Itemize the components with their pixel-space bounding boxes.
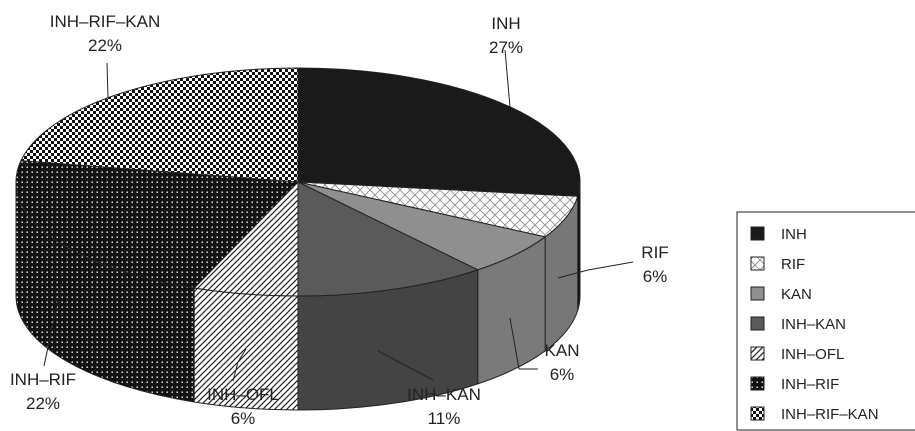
- legend-swatch-kan: [750, 286, 765, 301]
- slice-label-kan: KAN: [545, 341, 580, 360]
- pie-top: [15, 67, 581, 297]
- pie-sides: [15, 181, 581, 411]
- legend-label-inh-ofl: INH–OFL: [781, 346, 844, 363]
- slice-value-inh-ofl: 6%: [231, 409, 256, 428]
- legend-swatch-inh-rif-kan: [750, 406, 765, 421]
- leader-line-inh-ofl: [232, 348, 247, 382]
- slice-value-inh-rif-kan: 22%: [88, 36, 122, 55]
- legend-swatch-inh-kan: [750, 316, 765, 331]
- leader-line-rif: [557, 261, 634, 279]
- pie-slice-inh-rif-kan: [20, 67, 299, 183]
- leader-line-inh-rif: [43, 280, 63, 367]
- legend-label-inh-kan: INH–KAN: [781, 316, 846, 333]
- pie-slice-inh-kan: [297, 181, 480, 297]
- pie-labels: INH 27% RIF 6% KAN 6% INH–KAN 11% INH–OFL 6% INH–R…: [10, 12, 669, 428]
- slice-label-inh-rif-kan: INH–RIF–KAN: [50, 12, 161, 31]
- leader-line-inh-kan: [377, 350, 434, 381]
- leader-line-inh: [504, 49, 511, 108]
- legend-label-rif: RIF: [781, 256, 805, 273]
- slice-value-kan: 6%: [550, 365, 575, 384]
- legend-swatch-inh: [750, 226, 765, 241]
- slice-value-inh-kan: 11%: [428, 409, 461, 428]
- slice-label-inh-rif: INH–RIF: [10, 370, 76, 389]
- slice-value-inh-rif: 22%: [26, 394, 60, 413]
- legend-swatch-inh-rif: [750, 376, 765, 391]
- slice-label-inh: INH: [491, 14, 520, 33]
- legend-label-kan: KAN: [781, 286, 812, 303]
- slice-label-rif: RIF: [641, 243, 668, 262]
- leader-line-kan: [509, 317, 538, 370]
- legend-swatch-rif: [750, 256, 765, 271]
- slice-label-inh-kan: INH–KAN: [407, 385, 481, 404]
- pie-slice-inh-rif: [15, 160, 300, 289]
- legend-label-inh-rif-kan: INH–RIF–KAN: [781, 406, 879, 423]
- legend-label-inh-rif: INH–RIF: [781, 376, 839, 393]
- slice-value-rif: 6%: [643, 267, 668, 286]
- legend-box: [736, 211, 915, 431]
- leader-line-inh-rif-kan: [106, 62, 109, 99]
- slice-value-inh: 27%: [489, 38, 523, 57]
- pie-slice-inh: [297, 67, 581, 197]
- legend-swatch-inh-ofl: [750, 346, 765, 361]
- legend-label-inh: INH: [781, 226, 807, 243]
- slice-label-inh-ofl: INH–OFL: [207, 385, 279, 404]
- legend: INH RIF KAN INH–KAN INH–OFL INH–RIF INH–RIF–KA…: [736, 211, 915, 431]
